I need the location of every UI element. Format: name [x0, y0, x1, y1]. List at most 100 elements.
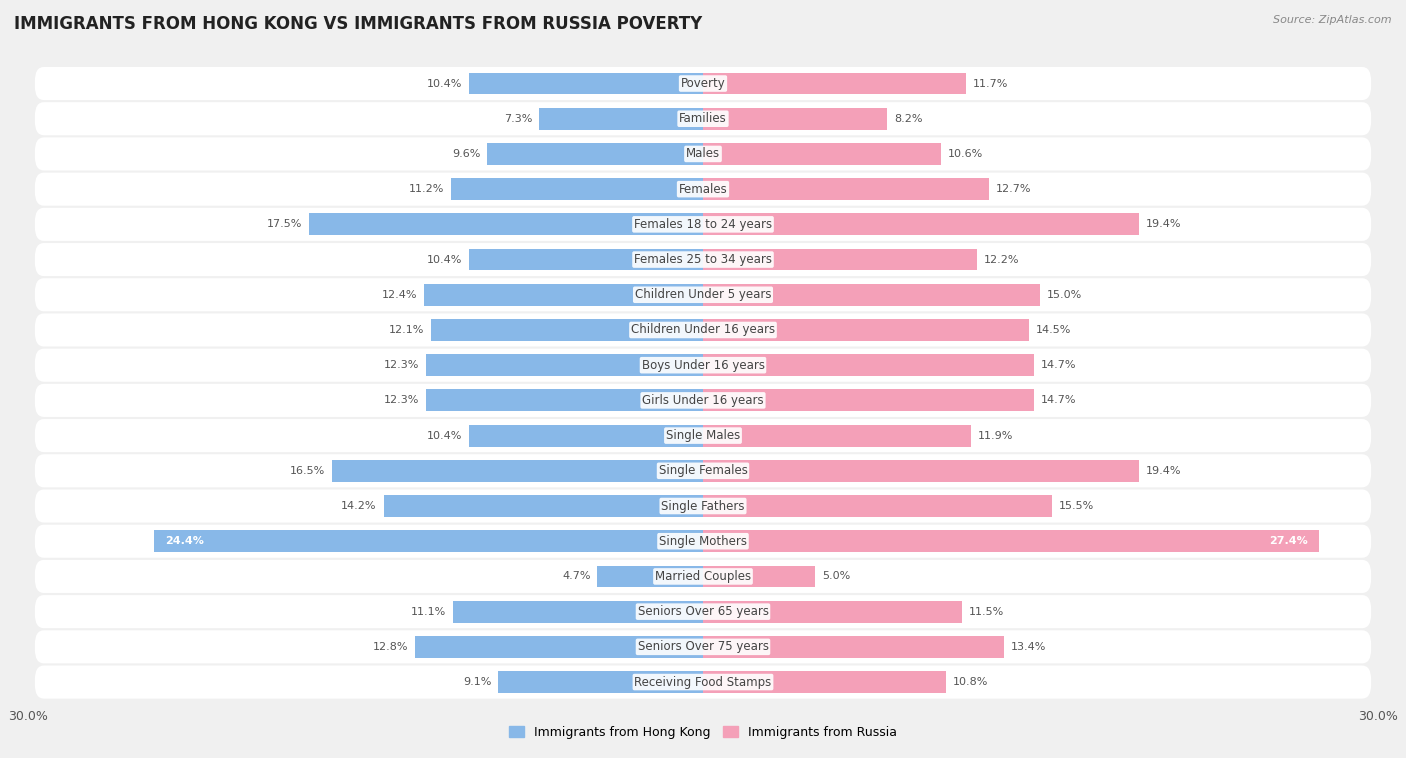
FancyBboxPatch shape — [35, 631, 1371, 663]
Bar — [703, 354, 1033, 376]
Text: Children Under 16 years: Children Under 16 years — [631, 324, 775, 337]
Text: 27.4%: 27.4% — [1270, 536, 1308, 547]
Bar — [430, 319, 703, 341]
FancyBboxPatch shape — [35, 208, 1371, 241]
Text: 13.4%: 13.4% — [1011, 642, 1046, 652]
Text: Married Couples: Married Couples — [655, 570, 751, 583]
Bar — [703, 73, 966, 95]
FancyBboxPatch shape — [35, 313, 1371, 346]
Text: 16.5%: 16.5% — [290, 466, 325, 476]
Bar — [703, 283, 1040, 305]
Text: Females 18 to 24 years: Females 18 to 24 years — [634, 218, 772, 231]
Bar — [703, 319, 1029, 341]
FancyBboxPatch shape — [35, 137, 1371, 171]
Text: Families: Families — [679, 112, 727, 125]
Text: 12.1%: 12.1% — [388, 325, 425, 335]
Text: Females 25 to 34 years: Females 25 to 34 years — [634, 253, 772, 266]
Bar — [415, 636, 703, 658]
Text: Girls Under 16 years: Girls Under 16 years — [643, 394, 763, 407]
Text: 4.7%: 4.7% — [562, 572, 591, 581]
Bar — [703, 565, 815, 587]
Bar — [332, 460, 703, 482]
Bar — [426, 390, 703, 412]
FancyBboxPatch shape — [35, 67, 1371, 100]
Text: Source: ZipAtlas.com: Source: ZipAtlas.com — [1274, 15, 1392, 25]
Bar — [703, 249, 977, 271]
Text: 12.4%: 12.4% — [382, 290, 418, 299]
Bar — [703, 601, 962, 622]
Text: Single Males: Single Males — [666, 429, 740, 442]
FancyBboxPatch shape — [35, 595, 1371, 628]
FancyBboxPatch shape — [35, 349, 1371, 382]
Bar — [598, 565, 703, 587]
Text: 12.8%: 12.8% — [373, 642, 408, 652]
Bar — [703, 495, 1052, 517]
Bar — [155, 531, 703, 552]
Text: 14.2%: 14.2% — [342, 501, 377, 511]
Text: 12.3%: 12.3% — [384, 360, 419, 370]
Text: Males: Males — [686, 148, 720, 161]
Text: 11.9%: 11.9% — [977, 431, 1012, 440]
Text: 8.2%: 8.2% — [894, 114, 922, 124]
Text: IMMIGRANTS FROM HONG KONG VS IMMIGRANTS FROM RUSSIA POVERTY: IMMIGRANTS FROM HONG KONG VS IMMIGRANTS … — [14, 15, 703, 33]
Bar — [703, 460, 1139, 482]
Text: 15.0%: 15.0% — [1047, 290, 1083, 299]
Bar — [451, 178, 703, 200]
Bar — [703, 390, 1033, 412]
Text: Single Fathers: Single Fathers — [661, 500, 745, 512]
Text: 10.6%: 10.6% — [948, 149, 983, 159]
Bar — [703, 143, 942, 164]
Text: Children Under 5 years: Children Under 5 years — [634, 288, 772, 301]
Text: Receiving Food Stamps: Receiving Food Stamps — [634, 675, 772, 688]
FancyBboxPatch shape — [35, 525, 1371, 558]
Bar — [703, 178, 988, 200]
Text: 11.5%: 11.5% — [969, 606, 1004, 617]
Bar — [703, 424, 970, 446]
Text: Seniors Over 75 years: Seniors Over 75 years — [637, 641, 769, 653]
Bar — [425, 283, 703, 305]
Text: Single Females: Single Females — [658, 465, 748, 478]
Bar — [470, 424, 703, 446]
FancyBboxPatch shape — [35, 384, 1371, 417]
Text: 14.5%: 14.5% — [1036, 325, 1071, 335]
Text: 11.2%: 11.2% — [409, 184, 444, 194]
Bar — [498, 671, 703, 693]
Text: 10.4%: 10.4% — [427, 255, 463, 265]
Text: 11.1%: 11.1% — [412, 606, 447, 617]
Text: 24.4%: 24.4% — [166, 536, 204, 547]
Text: 12.3%: 12.3% — [384, 396, 419, 406]
FancyBboxPatch shape — [35, 560, 1371, 593]
Bar — [703, 636, 1004, 658]
Text: 14.7%: 14.7% — [1040, 360, 1076, 370]
Text: 9.6%: 9.6% — [451, 149, 481, 159]
Text: Boys Under 16 years: Boys Under 16 years — [641, 359, 765, 371]
FancyBboxPatch shape — [35, 278, 1371, 312]
FancyBboxPatch shape — [35, 419, 1371, 453]
Text: Poverty: Poverty — [681, 77, 725, 90]
Text: 17.5%: 17.5% — [267, 219, 302, 230]
Text: 9.1%: 9.1% — [463, 677, 492, 687]
Bar — [538, 108, 703, 130]
FancyBboxPatch shape — [35, 243, 1371, 276]
Text: 7.3%: 7.3% — [503, 114, 531, 124]
Text: Females: Females — [679, 183, 727, 196]
FancyBboxPatch shape — [35, 173, 1371, 205]
Text: 12.2%: 12.2% — [984, 255, 1019, 265]
Bar — [486, 143, 703, 164]
Bar — [703, 214, 1139, 235]
Bar — [384, 495, 703, 517]
Legend: Immigrants from Hong Kong, Immigrants from Russia: Immigrants from Hong Kong, Immigrants fr… — [503, 721, 903, 744]
Text: 19.4%: 19.4% — [1146, 219, 1181, 230]
Bar — [470, 249, 703, 271]
FancyBboxPatch shape — [35, 102, 1371, 135]
Text: 10.4%: 10.4% — [427, 79, 463, 89]
FancyBboxPatch shape — [35, 454, 1371, 487]
Text: 10.8%: 10.8% — [953, 677, 988, 687]
Bar — [426, 354, 703, 376]
Text: 15.5%: 15.5% — [1059, 501, 1094, 511]
Text: 11.7%: 11.7% — [973, 79, 1008, 89]
FancyBboxPatch shape — [35, 490, 1371, 522]
FancyBboxPatch shape — [35, 666, 1371, 699]
Text: 5.0%: 5.0% — [823, 572, 851, 581]
Bar — [309, 214, 703, 235]
